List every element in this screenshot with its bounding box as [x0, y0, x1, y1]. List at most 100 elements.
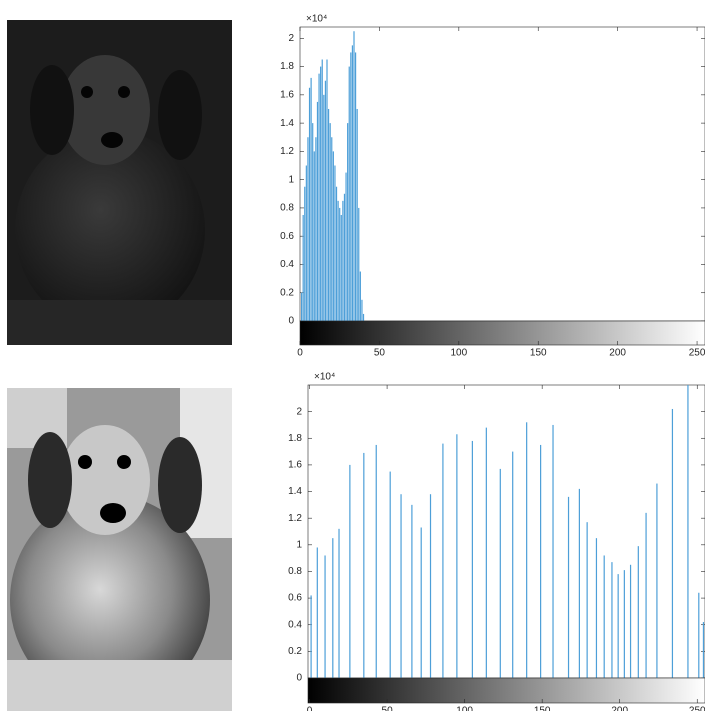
- y-tick-label: 0.6: [280, 231, 294, 242]
- bar: [362, 313, 365, 321]
- bar: [400, 494, 402, 678]
- bar: [302, 214, 304, 321]
- y-tick-label: 1.4: [280, 118, 294, 129]
- bar: [342, 200, 344, 321]
- bar: [363, 452, 365, 678]
- bar: [339, 207, 341, 321]
- bar: [305, 165, 307, 321]
- bar: [338, 528, 340, 678]
- bar: [429, 494, 432, 678]
- bar: [512, 451, 514, 678]
- y-tick-label: 1.2: [288, 513, 302, 524]
- bar: [356, 108, 358, 321]
- bar: [698, 592, 700, 678]
- bar: [567, 496, 570, 678]
- bar: [310, 77, 312, 321]
- x-tick-label: 50: [382, 706, 394, 711]
- bar: [327, 108, 330, 321]
- bar: [629, 564, 632, 678]
- y-tick-label: 1.8: [280, 61, 294, 72]
- dark-photo: [7, 20, 232, 345]
- y-tick-label: 1.2: [280, 146, 294, 157]
- bar: [323, 94, 325, 321]
- bar: [335, 186, 338, 321]
- y-tick-label: 0.2: [280, 287, 294, 298]
- x-tick-label: 0: [307, 706, 313, 711]
- bar: [332, 538, 334, 678]
- bar: [637, 546, 639, 678]
- y-tick-label: 0: [288, 316, 294, 327]
- bar: [471, 440, 473, 678]
- y-tick-label: 1: [288, 174, 294, 185]
- y-tick-label: 2: [288, 33, 294, 44]
- colorbar: [299, 320, 705, 346]
- bar: [526, 422, 528, 678]
- x-tick-label: 250: [689, 706, 705, 711]
- bar: [329, 123, 331, 321]
- bar: [340, 214, 342, 321]
- bar: [656, 483, 658, 678]
- bar: [331, 137, 333, 321]
- y-tick-label: 0.8: [288, 566, 302, 577]
- y-tick-label: 1.6: [280, 89, 294, 100]
- bar: [411, 504, 413, 678]
- bar: [456, 434, 458, 678]
- bar: [350, 52, 352, 321]
- y-tick-label: 0.4: [280, 259, 294, 270]
- axes-box: [299, 26, 705, 322]
- bar: [361, 299, 363, 321]
- bar: [499, 468, 501, 678]
- bar: [316, 547, 318, 678]
- bar: [321, 59, 323, 322]
- bar: [320, 66, 322, 321]
- bar: [552, 424, 554, 678]
- bar: [315, 137, 317, 321]
- y-tick-label: 1: [296, 539, 302, 550]
- bar: [351, 45, 354, 321]
- x-tick-label: 50: [374, 348, 386, 359]
- x-tick-label: 0: [297, 348, 303, 359]
- bar: [345, 172, 347, 321]
- bar: [318, 73, 320, 322]
- bar: [326, 59, 328, 322]
- bar: [337, 200, 339, 321]
- bar: [313, 151, 315, 321]
- bar: [671, 408, 674, 678]
- bar: [310, 595, 312, 678]
- bar: [623, 570, 625, 678]
- bar: [324, 80, 327, 321]
- equalized-photo: [7, 388, 232, 711]
- bar: [343, 193, 346, 321]
- axes-box: [307, 384, 705, 679]
- bar: [334, 165, 336, 321]
- x-tick-label: 200: [611, 706, 628, 711]
- bar: [354, 52, 357, 321]
- bar: [348, 66, 350, 321]
- colorbar: [307, 677, 705, 704]
- x-tick-label: 200: [609, 348, 626, 359]
- bar: [375, 444, 377, 678]
- bar: [349, 464, 351, 678]
- bar: [389, 471, 391, 678]
- y-tick-label: 1.6: [288, 460, 302, 471]
- bar: [307, 137, 309, 321]
- bar: [687, 385, 689, 678]
- y-tick-label: 0.2: [288, 646, 302, 657]
- bar: [702, 622, 705, 678]
- x-tick-label: 150: [534, 706, 551, 711]
- y-tick-label: 1.4: [288, 486, 302, 497]
- bar: [586, 522, 588, 678]
- x-tick-label: 250: [689, 348, 705, 359]
- bar: [645, 512, 647, 678]
- bar: [603, 555, 605, 678]
- bar: [324, 555, 326, 678]
- bar: [300, 292, 303, 321]
- bar: [420, 527, 422, 678]
- y-tick-label: 2: [296, 406, 302, 417]
- bar: [308, 87, 311, 322]
- bar: [353, 31, 355, 321]
- y-tick-label: 1.8: [288, 433, 302, 444]
- bar: [442, 443, 444, 678]
